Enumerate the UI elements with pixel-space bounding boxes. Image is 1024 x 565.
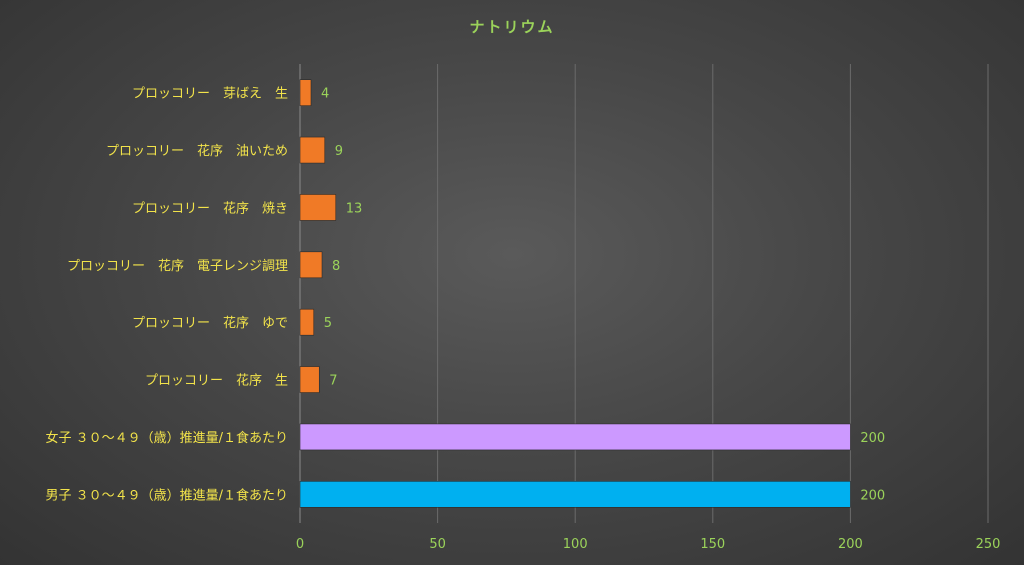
chart-title: ナトリウム: [469, 18, 554, 36]
bar: [299, 79, 312, 106]
category-label: 女子 ３０～４９（歳）推進量/１食あたり: [45, 430, 288, 446]
x-tick-label: 50: [429, 537, 446, 552]
category-label: 男子 ３０～４９（歳）推進量/１食あたり: [45, 487, 288, 503]
data-label: 5: [324, 316, 332, 331]
category-label: プロッコリー 花序 ゆで: [132, 315, 288, 331]
category-label: プロッコリー 花序 油いため: [106, 143, 288, 159]
data-label: 8: [332, 259, 340, 274]
category-label: プロッコリー 花序 電子レンジ調理: [67, 258, 288, 274]
bar: [299, 481, 851, 508]
x-tick-label: 200: [838, 537, 863, 552]
data-label: 13: [346, 201, 363, 216]
bar: [299, 423, 851, 451]
bar: [299, 251, 323, 279]
bar: [299, 308, 315, 336]
bar: [299, 366, 320, 393]
data-label: 200: [860, 488, 885, 503]
category-label: プロッコリー 芽ばえ 生: [132, 87, 288, 102]
data-label: 9: [335, 144, 343, 159]
data-label: 4: [321, 87, 329, 102]
data-label: 200: [860, 431, 885, 446]
bar: [299, 194, 337, 221]
category-label: プロッコリー 花序 生: [145, 373, 288, 389]
category-label: プロッコリー 花序 焼き: [132, 200, 288, 216]
x-tick-label: 250: [976, 537, 1001, 552]
x-tick-label: 150: [700, 537, 725, 552]
data-label: 7: [329, 374, 337, 389]
bar: [299, 136, 326, 164]
x-tick-label: 0: [296, 537, 304, 552]
x-tick-label: 100: [563, 537, 588, 552]
